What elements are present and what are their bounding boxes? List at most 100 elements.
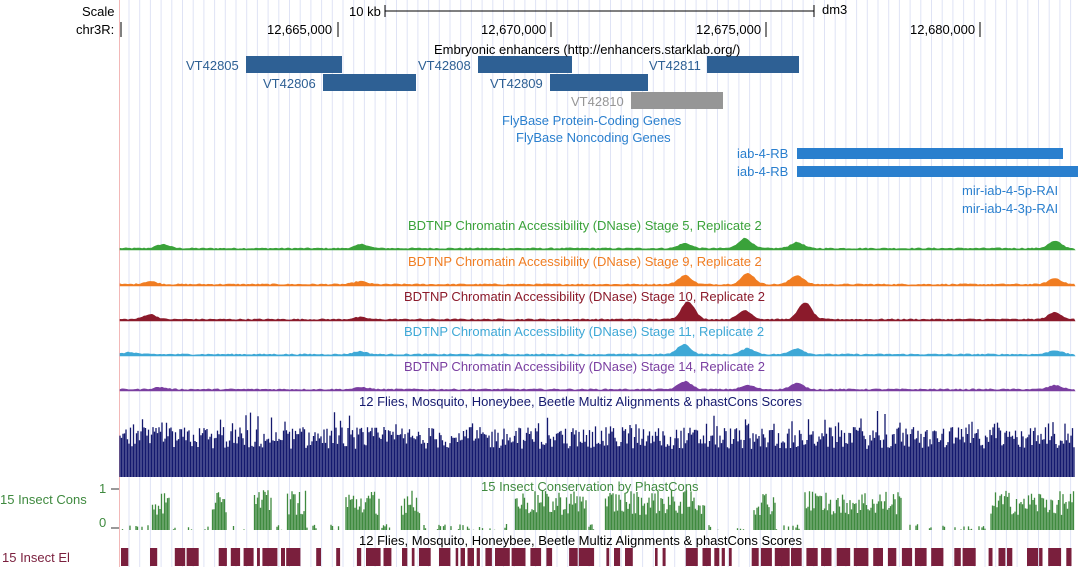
conserved-element[interactable] [419,548,431,566]
phastcons-wiggle-track[interactable] [121,490,1075,530]
enhancer-block-vt42809[interactable] [550,74,648,91]
conserved-element[interactable] [230,548,241,566]
conserved-element[interactable] [685,548,698,566]
conserved-element[interactable] [760,548,772,566]
conserved-element[interactable] [1066,548,1072,566]
gene-features[interactable] [797,148,1078,177]
conserved-element[interactable] [655,548,658,566]
conserved-element[interactable] [186,548,199,566]
conserved-element[interactable] [218,548,227,566]
conserved-element[interactable] [495,548,510,566]
phastcons-bars[interactable] [121,490,1075,530]
multiz-bars[interactable] [119,411,1075,477]
conserved-element[interactable] [1048,548,1062,566]
dnase-track-title[interactable]: BDTNP Chromatin Accessibility (DNase) St… [408,254,762,269]
enhancer-label-vt42806[interactable]: VT42806 [263,76,316,91]
enhancers-track-title[interactable]: Embryonic enhancers (http://enhancers.st… [434,42,741,57]
transcript-label[interactable]: iab-4-RB [737,146,789,161]
conserved-element[interactable] [714,548,720,566]
conserved-element[interactable] [988,548,993,566]
dnase-track-title[interactable]: BDTNP Chromatin Accessibility (DNase) St… [408,218,762,233]
conserved-element[interactable] [262,548,278,566]
conserved-element[interactable] [281,548,285,566]
elements-side-label[interactable]: 15 Insect El [2,550,70,565]
dnase-signal[interactable] [119,380,1076,392]
conserved-element[interactable] [286,548,301,566]
conserved-element[interactable] [578,548,595,566]
noncoding-genes-title[interactable]: FlyBase Noncoding Genes [516,130,671,145]
conserved-element[interactable] [887,548,897,566]
conserved-element[interactable] [873,548,883,566]
conserved-element[interactable] [356,548,362,566]
conserved-element[interactable] [530,548,542,566]
conserved-element[interactable] [954,548,961,566]
mirna-label[interactable]: mir-iab-4-5p-RAI [962,183,1059,198]
conserved-element[interactable] [485,548,492,566]
conserved-element[interactable] [402,548,408,566]
conserved-element[interactable] [569,548,578,566]
conserved-element[interactable] [702,548,711,566]
enhancer-label-vt42810[interactable]: VT42810 [571,94,624,109]
dnase-track-title[interactable]: BDTNP Chromatin Accessibility (DNase) St… [404,289,766,304]
conserved-element[interactable] [774,548,790,566]
conserved-element[interactable] [914,548,927,566]
conserved-element[interactable] [853,548,869,566]
conserved-element[interactable] [243,548,254,566]
conserved-element[interactable] [336,548,341,566]
conserved-element[interactable] [728,548,732,566]
conserved-element[interactable] [1007,548,1013,566]
enhancer-features[interactable] [246,56,799,109]
conserved-element[interactable] [821,548,832,566]
conserved-element[interactable] [791,548,802,566]
conserved-element[interactable] [931,548,944,566]
conserved-element[interactable] [806,548,818,566]
elements-track-title[interactable]: 12 Flies, Mosquito, Honeybee, Beetle Mul… [359,533,802,548]
dnase-track-title[interactable]: BDTNP Chromatin Accessibility (DNase) St… [404,359,766,374]
phastcons-track-title[interactable]: 15 Insect Conservation by PhastCons [481,479,699,494]
enhancer-block-vt42806[interactable] [323,74,416,91]
conserved-element[interactable] [121,548,129,566]
conserved-element[interactable] [150,548,158,566]
dnase-signal[interactable] [119,237,1076,251]
enhancer-block-vt42808[interactable] [478,56,572,73]
enhancer-block-vt42805[interactable] [246,56,342,73]
conserved-element[interactable] [901,548,913,566]
conserved-element[interactable] [962,548,976,566]
conserved-element[interactable] [721,548,725,566]
conserved-element[interactable] [511,548,526,566]
conserved-element[interactable] [836,548,851,566]
enhancer-block-vt42810[interactable] [631,92,723,109]
conserved-element[interactable] [316,548,321,566]
phastcons-side-label[interactable]: 15 Insect Cons [0,492,87,507]
multiz-wiggle-track[interactable] [119,411,1075,477]
gene-block-iab-4-rb-1[interactable] [797,148,1063,159]
enhancer-block-vt42811[interactable] [707,56,799,73]
mirna-label[interactable]: mir-iab-4-3p-RAI [962,201,1059,216]
protein-coding-genes-title[interactable]: FlyBase Protein-Coding Genes [502,113,682,128]
transcript-label[interactable]: iab-4-RB [737,164,789,179]
enhancer-label-vt42805[interactable]: VT42805 [186,58,239,73]
conserved-element[interactable] [439,548,451,566]
conserved-element[interactable] [455,548,459,566]
conserved-element[interactable] [546,548,553,566]
conserved-element[interactable] [476,548,480,566]
conserved-element[interactable] [606,548,610,566]
conserved-element[interactable] [625,548,633,566]
conserved-element[interactable] [257,548,260,566]
enhancer-label-vt42811[interactable]: VT42811 [649,58,701,73]
enhancer-label-vt42808[interactable]: VT42808 [418,58,471,73]
dnase-track-title[interactable]: BDTNP Chromatin Accessibility (DNase) St… [404,324,765,339]
multiz-track-title[interactable]: 12 Flies, Mosquito, Honeybee, Beetle Mul… [359,394,802,409]
conserved-element[interactable] [383,548,392,566]
conserved-element[interactable] [1039,548,1043,566]
enhancer-label-vt42809[interactable]: VT42809 [490,76,543,91]
conserved-element[interactable] [460,548,465,566]
dnase-signal[interactable] [119,301,1076,322]
conserved-elements-track[interactable] [121,548,1072,566]
dnase-signal[interactable] [119,272,1076,287]
conserved-element[interactable] [614,548,621,566]
conserved-element[interactable] [467,548,475,566]
conserved-element[interactable] [366,548,381,566]
conserved-element[interactable] [662,548,666,566]
